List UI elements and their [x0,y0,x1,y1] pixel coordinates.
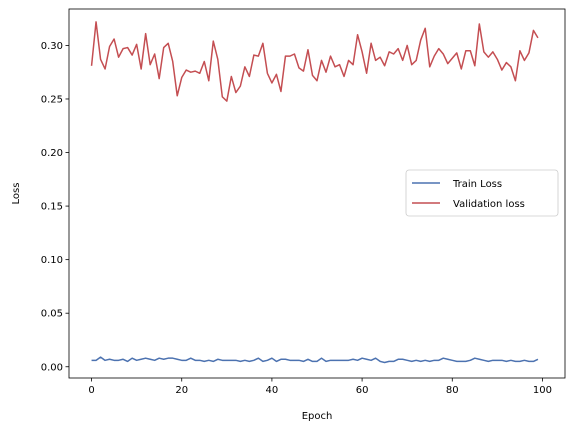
x-tick-label: 100 [533,385,552,396]
legend-box [405,169,559,217]
x-tick-label: 60 [356,385,369,396]
y-tick-label: 0.20 [41,148,63,159]
y-tick-label: 0.30 [41,41,63,52]
legend-label-train-loss: Train Loss [452,179,502,190]
plot-series [90,21,539,364]
legend-label-validation-loss: Validation loss [453,199,525,210]
x-tick-label: 80 [446,385,459,396]
y-axis-label: Loss [11,183,22,205]
x-tick-label: 0 [88,385,94,396]
y-tick-label: 0.10 [41,255,63,266]
x-axis-ticks: 0 20 40 60 80 100 [88,378,552,396]
axes-frame [68,8,566,379]
y-tick-label: 0.25 [41,94,63,105]
x-tick-label: 20 [175,385,188,396]
x-tick-label: 40 [266,385,279,396]
y-tick-label: 0.00 [41,362,63,373]
x-axis-label: Epoch [302,411,333,422]
y-axis-ticks: 0.00 0.05 0.10 0.15 0.20 0.25 0.30 [41,41,69,373]
train-loss-line [91,356,539,364]
y-tick-label: 0.05 [41,309,63,320]
y-tick-label: 0.15 [41,202,63,213]
legend: Train Loss Validation loss [405,169,559,217]
validation-loss-line [90,21,539,102]
